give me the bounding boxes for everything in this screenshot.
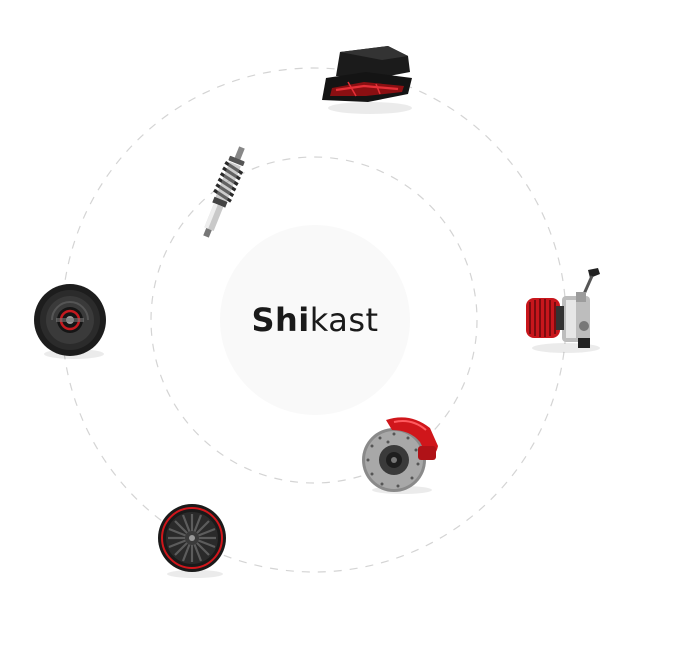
logo-light-part: kast [309,301,379,339]
shock-absorber-icon [196,142,252,242]
inner-orbit [150,156,478,484]
center-logo-disc: Shikast [220,225,410,415]
brand-logo: Shikast [251,304,378,336]
wheel-icon [155,502,231,578]
logo-bold-part: Shi [251,301,310,339]
speaker-icon [30,282,110,362]
tail-light-icon [318,42,418,117]
brake-caliper-icon [358,412,442,496]
carburetor-icon [518,266,608,356]
